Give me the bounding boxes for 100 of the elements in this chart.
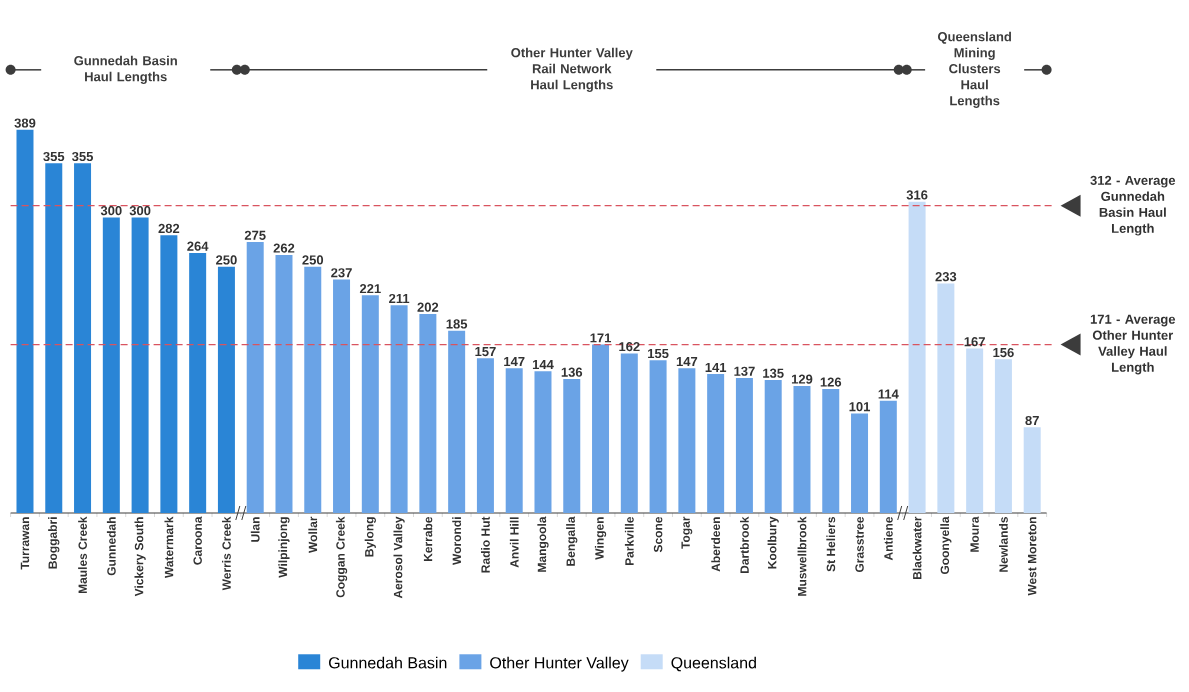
bar [620, 353, 638, 513]
bar [16, 129, 34, 513]
bar [851, 413, 869, 513]
data-label: 250 [216, 255, 237, 265]
legend-label: Other Hunter Valley [490, 656, 629, 672]
x-tick-label: Togar [681, 516, 693, 549]
x-tick-label: Parkville [624, 516, 634, 566]
data-label: 144 [532, 360, 554, 369]
bar [707, 374, 725, 513]
x-tick-label: Aberdeen [711, 517, 721, 572]
data-label: 211 [389, 293, 410, 303]
bar [678, 368, 696, 513]
bar [879, 400, 897, 513]
data-label: 300 [100, 206, 122, 216]
data-label: 162 [619, 342, 640, 352]
data-label: 129 [791, 374, 813, 384]
x-tick-label: Anvil Hill [509, 517, 519, 568]
x-tick-label: Aerosol Valley [393, 516, 405, 599]
data-label: 185 [446, 319, 468, 329]
text: Other Hunter Valley Rail Network Haul Lengths [511, 47, 633, 92]
x-tick-label: Goonyella [940, 516, 952, 575]
bar [45, 163, 63, 513]
bar [908, 201, 926, 513]
x-tick-label: Worondi [452, 517, 462, 565]
ref-line-label: 312 - Average Gunnedah Basin Haul Length [1090, 175, 1176, 236]
data-label: 135 [763, 368, 784, 378]
bar [131, 217, 149, 513]
x-tick-label: Gunnedah [106, 517, 116, 576]
x-tick-label: Maules Creek [78, 516, 87, 594]
bar [217, 266, 235, 513]
x-tick-label: Radio Hut [481, 516, 490, 573]
data-label: 202 [417, 302, 439, 312]
x-tick-label: Vickery South [134, 517, 146, 597]
x-tick-label: Boggabri [48, 517, 60, 569]
data-label: 171 [590, 333, 612, 343]
x-tick-label: Muswellbrook [797, 516, 807, 596]
data-label: 157 [475, 347, 496, 357]
x-tick-label: Scone [653, 516, 663, 553]
x-tick-label: Wingen [594, 517, 607, 560]
x-tick-label: Caroona [193, 516, 202, 565]
bar [563, 379, 581, 513]
x-tick-label: Blackwater [912, 516, 922, 580]
x-tick-label: Kerrabe [423, 516, 433, 562]
data-label: 250 [302, 255, 324, 265]
x-tick-label: St Heliers [826, 517, 836, 572]
x-tick-label: Watermark [164, 516, 174, 579]
bar [822, 388, 840, 513]
data-label: 262 [273, 243, 295, 253]
data-label: 316 [906, 190, 928, 200]
data-label: 156 [993, 347, 1014, 358]
data-label: 87 [1025, 415, 1039, 426]
ref-line-label: 171 - Average Other Hunter Valley Haul Length [1090, 314, 1176, 375]
x-tick-label: Wilpinjong [278, 517, 290, 578]
bar [592, 344, 610, 513]
bar [649, 360, 667, 513]
data-label: 126 [820, 377, 842, 387]
data-label: 275 [244, 230, 266, 240]
x-tick-label: Dartbrook [740, 516, 749, 574]
x-tick-label: Bengalla [566, 516, 578, 566]
x-tick-label: Wollar [308, 516, 318, 553]
data-label: 101 [849, 402, 871, 412]
data-label: 237 [331, 268, 352, 278]
x-tick-label: Coggan Creek [335, 516, 348, 598]
x-tick-label: Ulan [250, 517, 260, 542]
data-label: 136 [561, 367, 583, 377]
data-label: 264 [187, 241, 209, 251]
bar [74, 163, 92, 513]
data-label: 147 [676, 357, 698, 366]
data-label: 167 [964, 337, 985, 347]
data-label: 155 [648, 349, 669, 359]
bar [476, 358, 494, 513]
data-label: 389 [14, 118, 36, 128]
bar [448, 330, 466, 513]
bar [764, 380, 782, 513]
bar [275, 254, 293, 513]
data-label: 355 [71, 151, 94, 162]
x-tick-label: Newlands [999, 517, 1008, 572]
bar [390, 305, 408, 513]
legend-label: Gunnedah Basin [329, 656, 447, 669]
data-label: 141 [705, 362, 727, 372]
bar [419, 314, 437, 513]
data-label: 233 [935, 272, 957, 282]
bar [189, 252, 207, 513]
x-tick-label: Mangoola [537, 516, 549, 572]
bar [534, 371, 552, 513]
x-tick-label: Turrawan [20, 517, 30, 570]
bar [966, 348, 984, 513]
bar [160, 235, 178, 513]
bar [246, 242, 264, 513]
data-label: 282 [158, 223, 180, 234]
text: Queensland Mining Clusters Haul Lengths [937, 31, 1011, 108]
legend-label: Queensland [671, 656, 756, 672]
text: Gunnedah Basin Haul Lengths [74, 55, 177, 84]
data-label: 300 [129, 206, 151, 216]
x-tick-label: Moura [970, 516, 979, 552]
bar [333, 279, 351, 513]
bar [994, 359, 1012, 513]
data-label: 147 [504, 357, 525, 366]
bar [937, 283, 955, 513]
data-label: 355 [43, 151, 65, 162]
